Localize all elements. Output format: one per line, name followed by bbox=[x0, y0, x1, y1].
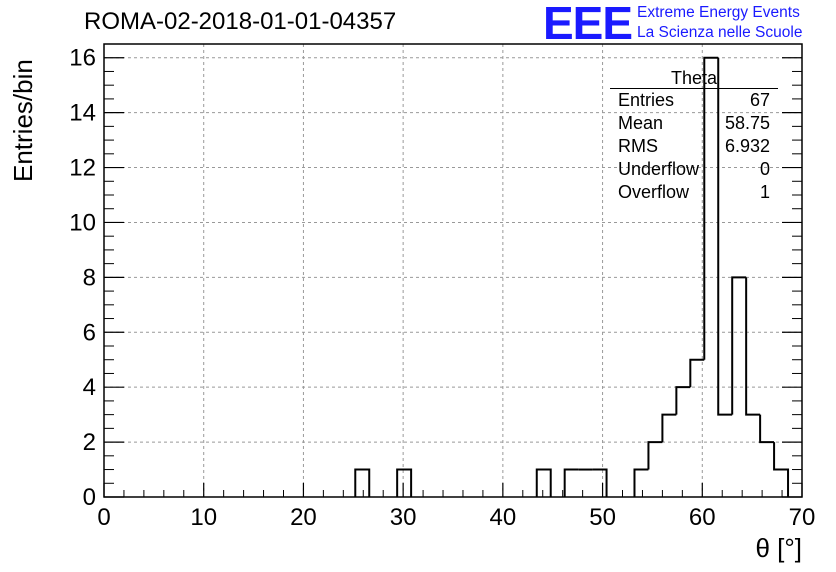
x-tick-label: 20 bbox=[290, 504, 317, 531]
histogram-bin bbox=[396, 468, 413, 497]
stats-row-mean: Mean 58.75 bbox=[610, 112, 778, 135]
histogram-bin bbox=[354, 468, 371, 497]
axis-ticks bbox=[103, 57, 803, 498]
y-tick-label: 4 bbox=[83, 374, 96, 401]
stats-value: 58.75 bbox=[724, 113, 770, 133]
x-tick-label: 0 bbox=[97, 504, 110, 531]
histogram-bin bbox=[773, 442, 790, 497]
histogram-bin bbox=[647, 441, 663, 470]
x-tick-label: 40 bbox=[490, 504, 517, 531]
histogram-bin bbox=[703, 56, 719, 360]
x-tick-label: 30 bbox=[390, 504, 417, 531]
histogram-bins bbox=[354, 56, 790, 497]
histogram-bin bbox=[731, 276, 747, 415]
eee-logo: EEE bbox=[543, 0, 633, 49]
histogram-bin bbox=[745, 277, 761, 416]
y-tick-label: 14 bbox=[69, 100, 96, 127]
y-tick-label: 12 bbox=[69, 155, 96, 182]
stats-label: Underflow bbox=[618, 159, 700, 179]
histogram-bin bbox=[633, 468, 649, 497]
y-tick-label: 6 bbox=[83, 319, 96, 346]
histogram-bin bbox=[717, 57, 733, 416]
x-tick-label: 70 bbox=[789, 504, 816, 531]
y-tick-label: 10 bbox=[69, 209, 96, 236]
grid-lines bbox=[104, 44, 802, 497]
brand-text: Extreme Energy Events La Scienza nelle S… bbox=[637, 3, 802, 43]
x-tick-label: 50 bbox=[589, 504, 616, 531]
stats-row-underflow: Underflow 0 bbox=[610, 158, 778, 181]
brand-line-1: Extreme Energy Events bbox=[637, 4, 800, 21]
stats-value: 0 bbox=[759, 159, 770, 179]
y-tick-label: 0 bbox=[83, 484, 96, 511]
y-tick-label: 2 bbox=[83, 429, 96, 456]
histogram-bin bbox=[535, 468, 552, 497]
brand-line-2: La Scienza nelle Scuole bbox=[637, 24, 803, 41]
plot-frame bbox=[103, 43, 803, 498]
x-tick-label: 10 bbox=[190, 504, 217, 531]
stats-value: 67 bbox=[749, 90, 770, 110]
stats-box: Theta Entries 67 Mean 58.75 RMS 6.932 Un… bbox=[610, 68, 778, 204]
x-axis-label: θ [°] bbox=[755, 533, 802, 563]
histogram-bin bbox=[661, 413, 677, 443]
y-tick-label: 16 bbox=[69, 45, 96, 72]
stats-value: 1 bbox=[759, 182, 770, 202]
stats-row-overflow: Overflow 1 bbox=[610, 181, 778, 204]
stats-label: RMS bbox=[618, 136, 658, 156]
stats-title: Theta bbox=[610, 68, 778, 89]
histogram-bin bbox=[689, 358, 705, 388]
stats-row-entries: Entries 67 bbox=[610, 89, 778, 112]
stats-label: Entries bbox=[618, 90, 675, 110]
histogram-bin bbox=[675, 386, 691, 415]
stats-label: Overflow bbox=[618, 182, 690, 202]
x-tick-label: 60 bbox=[689, 504, 716, 531]
histogram-bin bbox=[563, 468, 579, 497]
stats-row-rms: RMS 6.932 bbox=[610, 135, 778, 158]
histogram-bin bbox=[592, 468, 608, 497]
histogram-bin bbox=[759, 414, 775, 444]
y-tick-label: 8 bbox=[83, 264, 96, 291]
stats-label: Mean bbox=[618, 113, 664, 133]
plot-title: ROMA-02-2018-01-01-04357 bbox=[84, 8, 397, 35]
stats-value: 6.932 bbox=[724, 136, 770, 156]
